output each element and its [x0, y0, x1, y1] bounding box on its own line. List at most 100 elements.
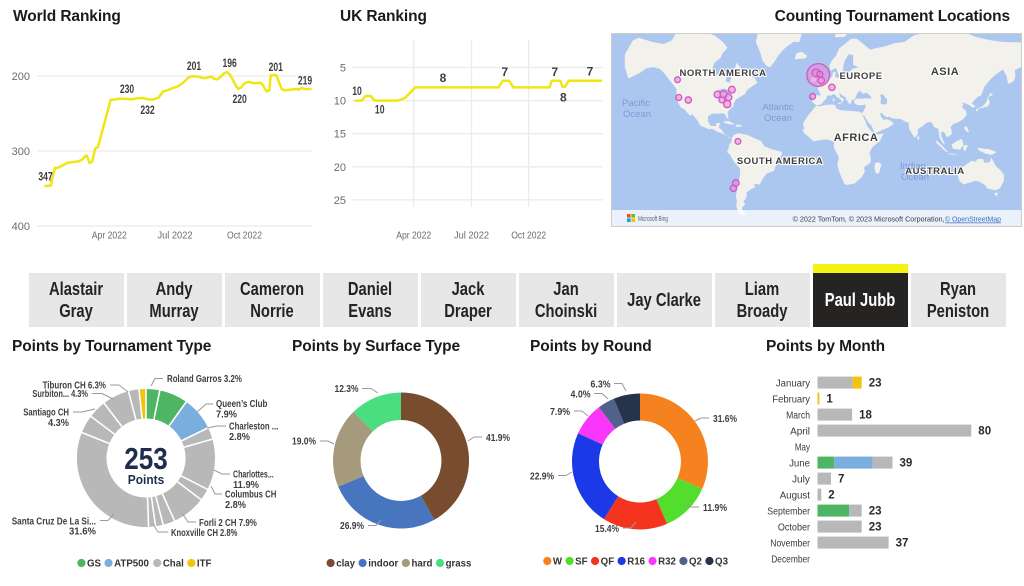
svg-text:2.8%: 2.8% [225, 499, 247, 511]
svg-text:AFRICA: AFRICA [834, 132, 879, 144]
svg-text:200: 200 [12, 71, 30, 83]
svg-text:2: 2 [828, 490, 834, 502]
svg-text:Chal: Chal [163, 559, 184, 570]
svg-text:Oct 2022: Oct 2022 [511, 231, 546, 242]
svg-text:January: January [776, 378, 810, 389]
svg-text:GS: GS [87, 559, 102, 570]
svg-text:7: 7 [587, 65, 594, 79]
svg-text:Points: Points [128, 473, 165, 487]
svg-text:7: 7 [551, 65, 558, 79]
svg-text:4.3%: 4.3% [48, 417, 70, 429]
svg-text:Apr 2022: Apr 2022 [92, 231, 127, 242]
svg-text:Santa Cruz De La Si...: Santa Cruz De La Si... [12, 516, 96, 528]
svg-text:4.0%: 4.0% [571, 389, 592, 401]
svg-text:10: 10 [375, 103, 385, 117]
svg-text:clay: clay [336, 559, 355, 570]
svg-text:Forli 2 CH 7.9%: Forli 2 CH 7.9% [199, 517, 257, 529]
svg-text:20: 20 [334, 162, 346, 174]
svg-text:10: 10 [352, 84, 362, 98]
svg-text:7: 7 [838, 474, 844, 486]
svg-text:ASIA: ASIA [931, 66, 959, 78]
svg-text:Oct 2022: Oct 2022 [227, 231, 262, 242]
svg-text:W: W [553, 557, 563, 568]
svg-text:300: 300 [12, 146, 30, 158]
svg-text:December: December [771, 554, 810, 565]
svg-text:ITF: ITF [197, 559, 212, 570]
svg-text:Microsoft Bing: Microsoft Bing [638, 216, 668, 223]
svg-text:31.6%: 31.6% [713, 413, 738, 425]
svg-text:23: 23 [869, 522, 882, 534]
svg-text:201: 201 [187, 59, 202, 73]
svg-text:7.9%: 7.9% [216, 409, 238, 421]
svg-text:Queen’s Club: Queen’s Club [216, 398, 267, 410]
svg-text:11.9%: 11.9% [233, 479, 260, 491]
svg-text:23: 23 [869, 378, 882, 390]
svg-text:8: 8 [440, 71, 447, 85]
svg-text:Atlantic: Atlantic [762, 102, 793, 113]
svg-text:grass: grass [446, 559, 472, 570]
svg-text:Ocean: Ocean [764, 113, 792, 124]
svg-text:1: 1 [826, 394, 833, 406]
svg-text:indoor: indoor [368, 559, 398, 570]
svg-text:Charlottes...: Charlottes... [233, 469, 274, 481]
svg-text:Jul 2022: Jul 2022 [158, 231, 193, 242]
svg-text:201: 201 [269, 60, 284, 74]
svg-text:ATP500: ATP500 [114, 559, 149, 570]
svg-text:10: 10 [334, 96, 346, 108]
svg-text:15: 15 [334, 129, 346, 141]
svg-text:March: March [786, 410, 810, 421]
svg-text:EUROPE: EUROPE [839, 71, 882, 82]
svg-text:Ocean: Ocean [623, 109, 651, 120]
svg-text:November: November [770, 538, 810, 549]
svg-text:Ocean: Ocean [901, 172, 929, 183]
svg-text:7: 7 [501, 65, 508, 79]
svg-text:253: 253 [124, 441, 168, 476]
svg-text:Jul 2022: Jul 2022 [454, 231, 489, 242]
svg-text:© OpenStreetMap: © OpenStreetMap [945, 216, 1001, 224]
svg-text:11.9%: 11.9% [703, 502, 728, 514]
svg-text:5: 5 [340, 63, 346, 75]
svg-text:hard: hard [411, 559, 432, 570]
svg-text:31.6%: 31.6% [69, 526, 97, 538]
svg-text:2.8%: 2.8% [229, 431, 251, 443]
svg-text:39: 39 [900, 458, 913, 470]
svg-text:© 2022 TomTom, © 2023 Microsof: © 2022 TomTom, © 2023 Microsoft Corporat… [793, 216, 945, 224]
svg-text:23: 23 [869, 506, 882, 518]
svg-text:80: 80 [978, 426, 991, 438]
svg-text:Q3: Q3 [715, 557, 729, 568]
svg-text:6.3%: 6.3% [591, 379, 612, 391]
svg-text:SOUTH AMERICA: SOUTH AMERICA [737, 156, 823, 167]
svg-text:September: September [767, 506, 810, 517]
svg-text:Charleston ...: Charleston ... [229, 421, 278, 433]
svg-text:12.3%: 12.3% [335, 383, 360, 395]
svg-text:June: June [789, 458, 810, 469]
svg-text:Pacific: Pacific [622, 98, 650, 109]
svg-text:347: 347 [38, 170, 53, 184]
svg-text:Columbus CH: Columbus CH [225, 489, 276, 501]
svg-text:37: 37 [896, 538, 909, 550]
svg-text:Tiburon CH 6.3%: Tiburon CH 6.3% [43, 380, 107, 392]
svg-text:Knoxville CH 2.8%: Knoxville CH 2.8% [171, 527, 238, 539]
svg-text:SF: SF [575, 557, 587, 568]
svg-text:18: 18 [859, 410, 872, 422]
svg-text:219: 219 [298, 74, 313, 88]
svg-text:Surbiton... 4.3%: Surbiton... 4.3% [32, 388, 88, 400]
svg-text:May: May [795, 442, 810, 453]
svg-text:Q2: Q2 [689, 557, 702, 568]
svg-text:7.9%: 7.9% [550, 406, 571, 418]
svg-text:July: July [792, 474, 810, 485]
svg-text:QF: QF [601, 557, 615, 568]
svg-text:R16: R16 [627, 557, 645, 568]
svg-text:Roland Garros 3.2%: Roland Garros 3.2% [167, 373, 242, 385]
svg-text:August: August [780, 490, 811, 501]
svg-text:15.4%: 15.4% [595, 523, 620, 535]
svg-text:196: 196 [222, 56, 237, 70]
svg-text:25: 25 [334, 195, 346, 207]
svg-text:Apr 2022: Apr 2022 [396, 231, 431, 242]
svg-text:41.9%: 41.9% [486, 432, 511, 444]
svg-text:October: October [778, 522, 811, 533]
svg-text:AUSTRALIA: AUSTRALIA [905, 166, 964, 177]
svg-text:230: 230 [120, 82, 135, 96]
svg-text:26.9%: 26.9% [340, 520, 365, 532]
svg-text:Indian: Indian [900, 161, 926, 172]
